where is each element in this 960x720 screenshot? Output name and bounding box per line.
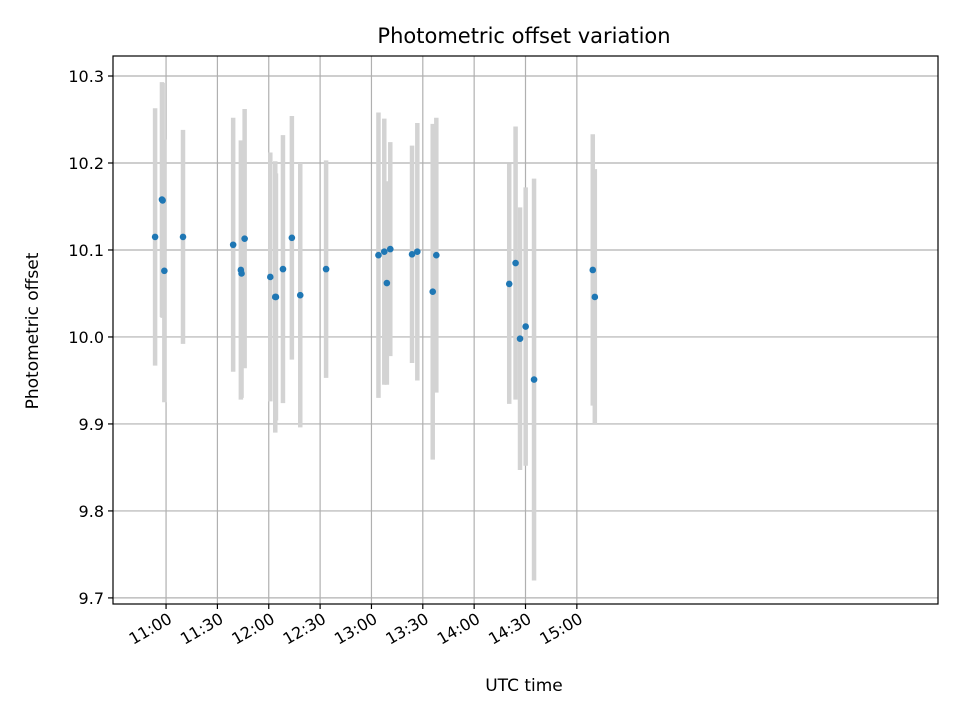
data-point [288, 234, 296, 242]
data-point [516, 335, 524, 342]
data-point [380, 248, 388, 256]
data-point [229, 241, 237, 249]
data-point [296, 291, 304, 299]
data-point [433, 251, 440, 259]
data-point [591, 293, 599, 301]
data-point [512, 259, 519, 267]
data-point [522, 323, 529, 330]
y-tick-label: 10.3 [68, 67, 104, 86]
data-point [272, 293, 280, 301]
data-point [161, 267, 168, 275]
y-tick-label: 10.0 [68, 328, 104, 347]
data-point [383, 279, 391, 287]
data-point [386, 245, 394, 253]
data-point [241, 235, 248, 242]
data-point [429, 288, 437, 296]
data-point [159, 197, 166, 204]
y-tick-label: 9.8 [79, 502, 104, 521]
x-axis-label: UTC time [485, 676, 563, 696]
data-point [375, 251, 382, 259]
data-point [414, 248, 421, 256]
y-tick-label: 9.7 [79, 589, 104, 608]
y-tick-label: 10.1 [68, 241, 104, 260]
data-point [530, 376, 538, 383]
data-point [322, 265, 330, 273]
data-point [279, 265, 287, 273]
chart-title: Photometric offset variation [377, 24, 670, 48]
data-point [589, 266, 597, 274]
y-tick-label: 10.2 [68, 154, 104, 173]
data-point [151, 233, 159, 241]
y-tick-label: 9.9 [79, 415, 104, 434]
data-point [266, 273, 274, 281]
data-point [179, 233, 187, 241]
y-axis-ticks: 9.7 9.8 9.9 10.0 10.1 10.2 10.3 [68, 67, 113, 608]
y-axis-label: Photometric offset [23, 252, 43, 409]
data-points [151, 196, 599, 383]
data-point [408, 251, 416, 258]
data-point [238, 270, 245, 277]
data-point [505, 280, 513, 288]
